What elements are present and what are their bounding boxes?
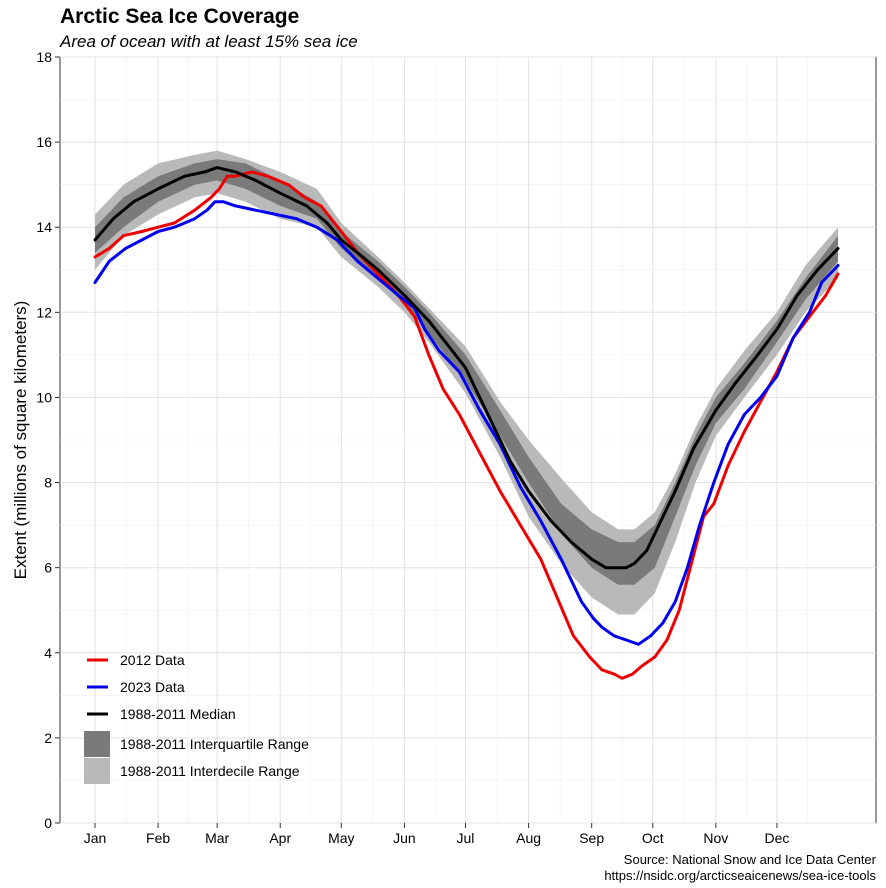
y-axis-label: Extent (millions of square kilometers) [11,301,30,580]
y-tick-label: 4 [44,645,52,661]
chart-title: Arctic Sea Ice Coverage [60,5,300,28]
chart-subtitle: Area of ocean with at least 15% sea ice [60,32,358,51]
legend-key-swatch [84,731,110,757]
legend-label: 1988-2011 Interdecile Range [120,763,300,779]
legend-label: 1988-2011 Interquartile Range [120,736,309,752]
series-line [93,200,840,646]
x-tick-label: May [328,830,354,846]
y-tick-label: 18 [36,49,52,65]
y-tick-label: 6 [44,560,52,576]
legend-label: 2023 Data [120,679,185,695]
y-tick-label: 14 [36,219,52,235]
x-tick-label: Aug [516,830,541,846]
legend-key-swatch [84,758,110,784]
y-tick-label: 12 [36,304,52,320]
x-tick-label: Jul [457,830,475,846]
x-tick-label: Dec [764,830,789,846]
legend-label: 1988-2011 Median [120,706,236,722]
x-tick-label: Oct [642,830,664,846]
x-tick-label: Nov [703,830,728,846]
axis-layer: 0 2 4 6 8 10 12 14 16 18 Jan Feb Mar Apr May Jun Jul Aug S… [36,49,789,846]
series-line [93,170,840,680]
y-tick-label: 16 [36,134,52,150]
x-tick-label: Mar [205,830,229,846]
source-url: https://nsidc.org/arcticseaicenews/sea-i… [604,868,876,883]
x-tick-label: Sep [579,830,604,846]
legend-label: 2012 Data [120,652,185,668]
x-tick-label: Jan [84,830,107,846]
y-tick-label: 2 [44,730,52,746]
legend: 2012 Data 2023 Data 1988-2011 Median 1988-2… [84,652,309,784]
source-credit: Source: National Snow and Ice Data Cente… [623,852,876,867]
series-line [93,166,840,570]
y-tick-label: 8 [44,475,52,491]
x-tick-label: Jun [393,830,416,846]
y-tick-label: 10 [36,389,52,405]
y-tick-label: 0 [44,815,52,831]
series-layer [93,166,840,680]
x-tick-label: Feb [146,830,170,846]
x-tick-label: Apr [269,830,291,846]
